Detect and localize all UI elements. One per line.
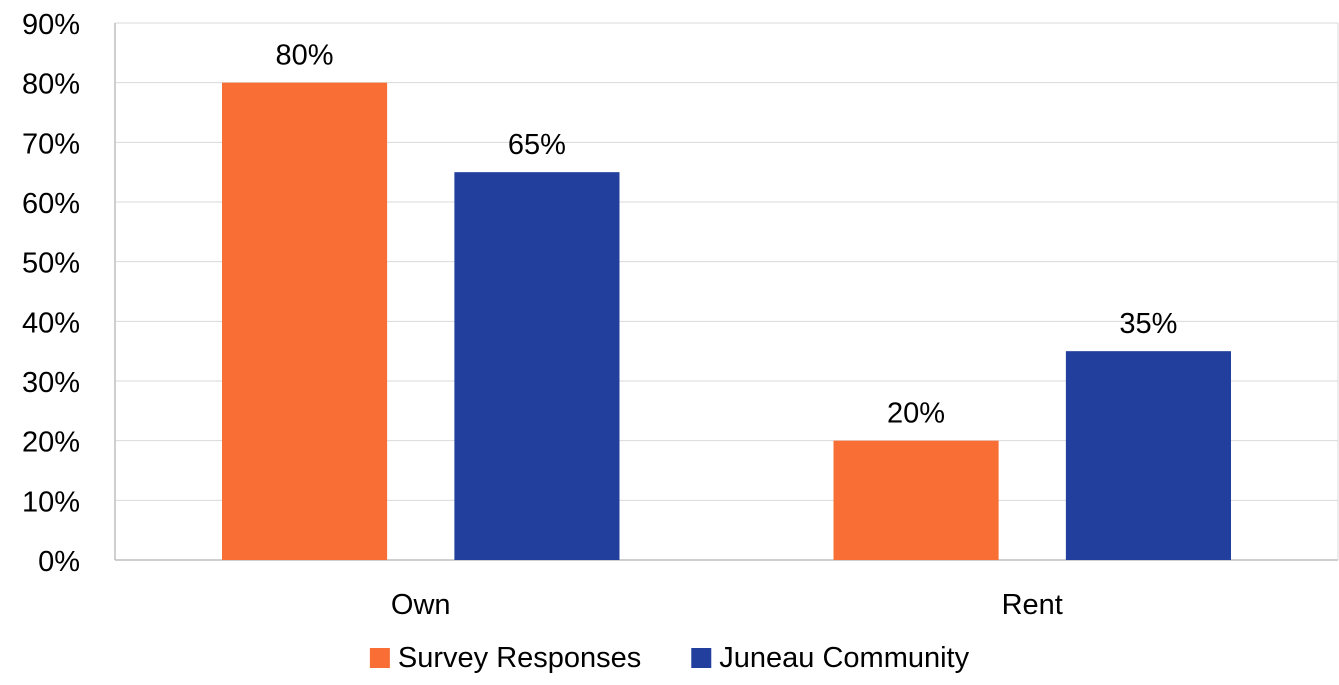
data-label: 20%	[887, 398, 945, 430]
y-tick-label: 90%	[22, 9, 80, 41]
y-tick-label: 0%	[38, 546, 80, 578]
legend-label: Juneau Community	[719, 642, 969, 674]
legend: Survey Responses Juneau Community	[369, 642, 970, 674]
y-tick-label: 50%	[22, 248, 80, 280]
y-tick-label: 20%	[22, 427, 80, 459]
data-labels: 80% 65% 20% 35%	[276, 40, 1178, 430]
bar-own-juneau-community	[454, 172, 620, 560]
y-axis-ticks: 0% 10% 20% 30% 40% 50% 60% 70% 80% 90%	[22, 9, 80, 578]
bars	[222, 82, 1231, 561]
data-label: 65%	[508, 129, 566, 161]
bar-rent-survey-responses	[833, 440, 999, 560]
x-category-label: Own	[391, 589, 451, 621]
bar-own-survey-responses	[222, 82, 388, 561]
legend-swatch	[691, 648, 712, 668]
y-tick-label: 40%	[22, 307, 80, 339]
data-label: 80%	[276, 40, 334, 72]
y-tick-label: 60%	[22, 188, 80, 220]
y-tick-label: 10%	[22, 486, 80, 518]
y-tick-label: 80%	[22, 69, 80, 101]
y-tick-label: 70%	[22, 128, 80, 160]
data-label: 35%	[1119, 308, 1177, 340]
y-tick-label: 30%	[22, 367, 80, 399]
legend-swatch	[369, 648, 390, 668]
x-category-label: Rent	[1002, 589, 1063, 621]
legend-label: Survey Responses	[398, 642, 641, 674]
bar-rent-juneau-community	[1065, 351, 1231, 560]
x-axis-categories: Own Rent	[391, 589, 1063, 621]
